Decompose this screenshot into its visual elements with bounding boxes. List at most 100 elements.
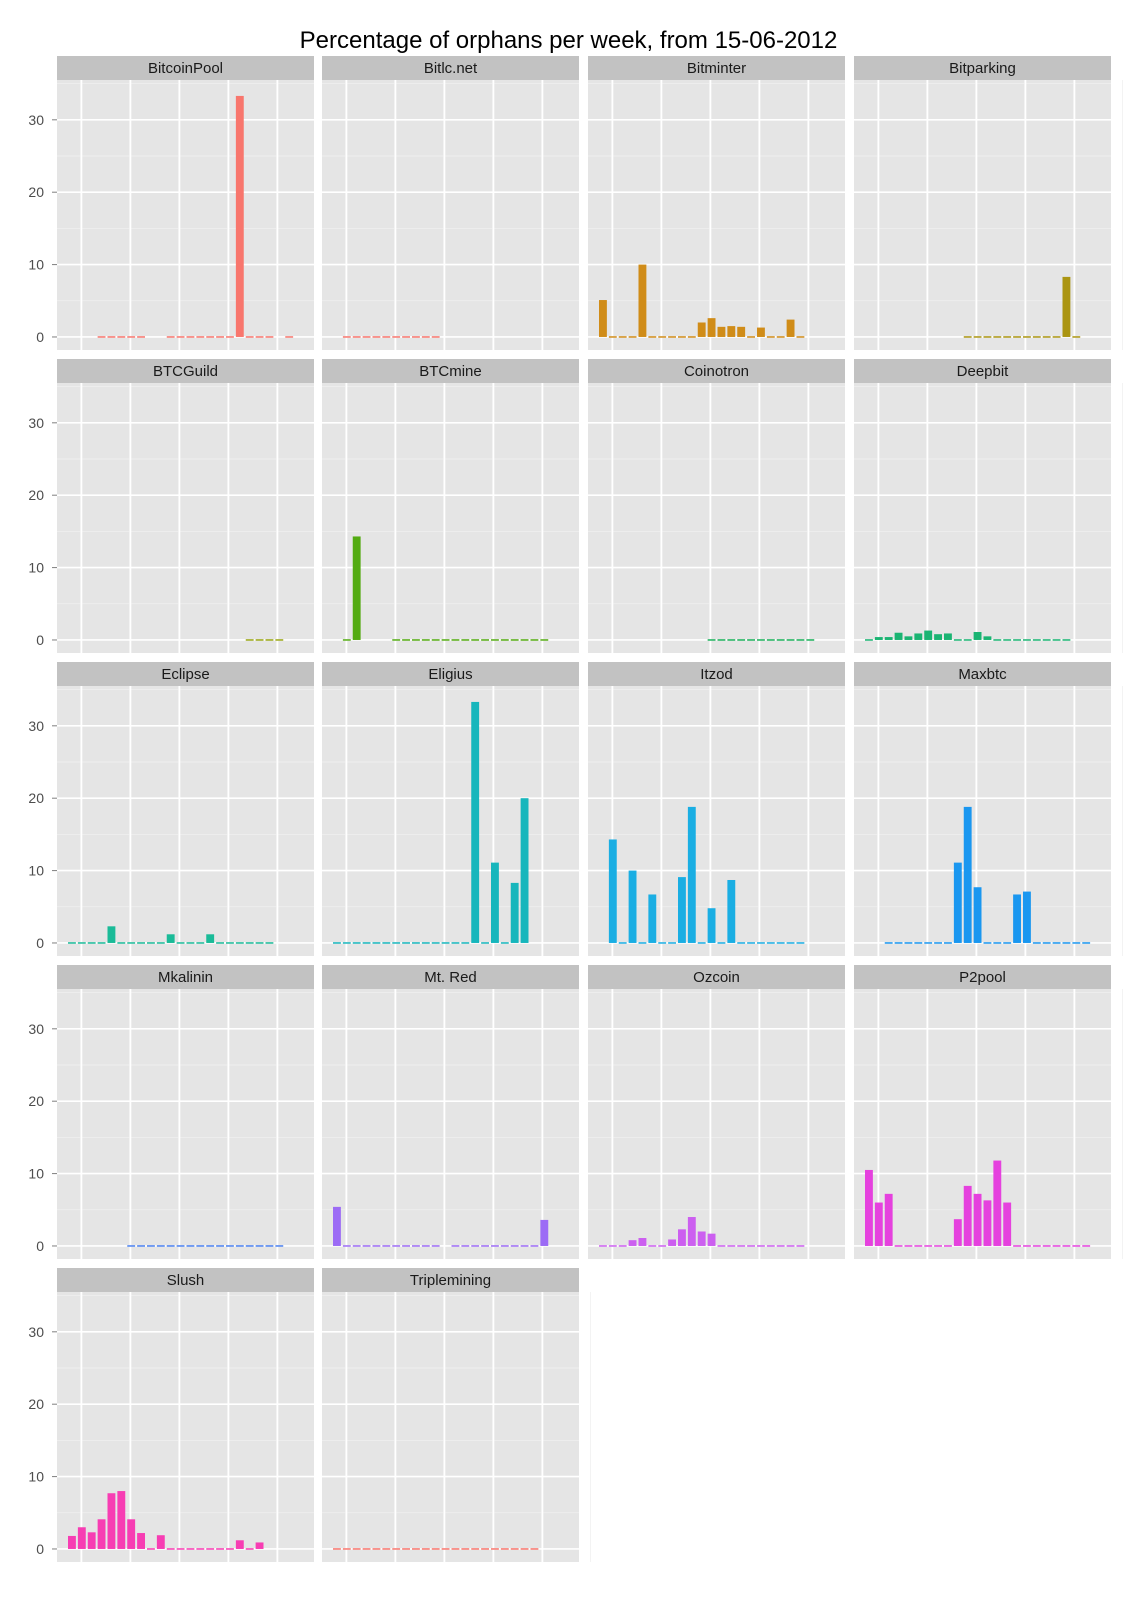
bar [1062, 276, 1071, 337]
bar [757, 327, 765, 337]
panel-label: Itzod [700, 666, 733, 683]
bar [687, 806, 696, 943]
panel-background [57, 383, 314, 653]
bar [166, 934, 175, 943]
bar [628, 870, 637, 943]
bar [953, 1219, 962, 1246]
panel-background [588, 383, 845, 653]
y-tick-label: 10 [28, 560, 44, 576]
chart-title: Percentage of orphans per week, from 15-… [299, 27, 838, 54]
panel-eligius: Eligius [322, 662, 591, 956]
panel-slush: Slush [57, 1268, 326, 1562]
bar [697, 322, 706, 337]
y-tick-label: 10 [28, 257, 44, 273]
bar [520, 798, 529, 943]
panel-mt-red: Mt. Red [322, 965, 591, 1259]
y-tick-label: 20 [28, 790, 44, 806]
panel-background [322, 686, 579, 956]
panel-background [322, 989, 579, 1259]
bar [127, 1519, 136, 1549]
bar [628, 1240, 637, 1246]
y-tick-label: 10 [28, 1469, 44, 1485]
panel-label: Deepbit [957, 363, 1010, 380]
panel-eclipse: Eclipse [57, 662, 326, 956]
panel-btcguild: BTCGuild [57, 359, 326, 653]
panel-background [322, 80, 579, 350]
y-tick-label: 0 [36, 329, 44, 345]
bar [973, 887, 982, 943]
bar [973, 632, 982, 640]
panel-strip [57, 1268, 314, 1292]
panel-strip [322, 359, 579, 383]
bar [678, 877, 686, 943]
bar [97, 1519, 106, 1549]
y-tick-label: 30 [28, 718, 44, 734]
bar [471, 701, 480, 943]
panel-strip [57, 662, 314, 686]
panel-label: Mt. Red [424, 969, 477, 986]
bar [884, 1193, 893, 1246]
panel-strip [322, 965, 579, 989]
panel-strip [588, 56, 845, 80]
bar [934, 634, 942, 640]
panel-background [854, 383, 1111, 653]
bar [944, 633, 952, 640]
panel-ozcoin: Ozcoin [588, 965, 857, 1259]
bar [983, 1200, 992, 1246]
y-tick-label: 30 [28, 1324, 44, 1340]
bar [894, 632, 903, 640]
panel-strip [588, 662, 845, 686]
panel-bitcoinpool: BitcoinPool [57, 56, 326, 350]
panel-label: BTCGuild [153, 363, 218, 380]
panel-strip [854, 359, 1111, 383]
bar [727, 879, 736, 943]
panel-label: Triplemining [410, 1272, 491, 1289]
bar [973, 1193, 982, 1246]
bar [1023, 891, 1031, 943]
bar [953, 862, 962, 943]
y-tick-label: 10 [28, 1166, 44, 1182]
y-tick-label: 30 [28, 415, 44, 431]
bar [206, 934, 215, 943]
bar [707, 1233, 716, 1246]
y-tick-label: 30 [28, 112, 44, 128]
bar [717, 326, 726, 337]
bar [707, 908, 716, 943]
y-tick-label: 0 [36, 935, 44, 951]
panel-background [57, 989, 314, 1259]
panel-strip [588, 965, 845, 989]
panel-strip [854, 662, 1111, 686]
bar [884, 637, 893, 640]
panel-label: Slush [167, 1272, 205, 1289]
panel-background [322, 383, 579, 653]
bar [668, 1239, 676, 1246]
y-tick-label: 10 [28, 863, 44, 879]
panel-coinotron: Coinotron [588, 359, 857, 653]
bar [255, 1542, 264, 1549]
y-tick-label: 0 [36, 1541, 44, 1557]
panel-background [322, 1292, 579, 1562]
panel-label: Bitlc.net [424, 60, 478, 77]
panel-background [57, 1292, 314, 1562]
bar [983, 636, 992, 640]
panel-strip [588, 359, 845, 383]
y-tick-label: 0 [36, 632, 44, 648]
panel-background [854, 989, 1111, 1259]
panel-strip [322, 662, 579, 686]
bar [648, 894, 657, 943]
bar [510, 882, 519, 943]
bar [914, 633, 923, 640]
bar [107, 1493, 116, 1549]
y-tick-label: 20 [28, 1396, 44, 1412]
bar [727, 326, 736, 337]
bar [874, 1202, 883, 1246]
panel-background [588, 989, 845, 1259]
panel-label: BitcoinPool [148, 60, 223, 77]
panel-strip [322, 56, 579, 80]
panel-background [57, 686, 314, 956]
bar [678, 1229, 686, 1246]
panel-background [854, 686, 1111, 956]
bar [638, 264, 647, 337]
bar [993, 1160, 1002, 1246]
